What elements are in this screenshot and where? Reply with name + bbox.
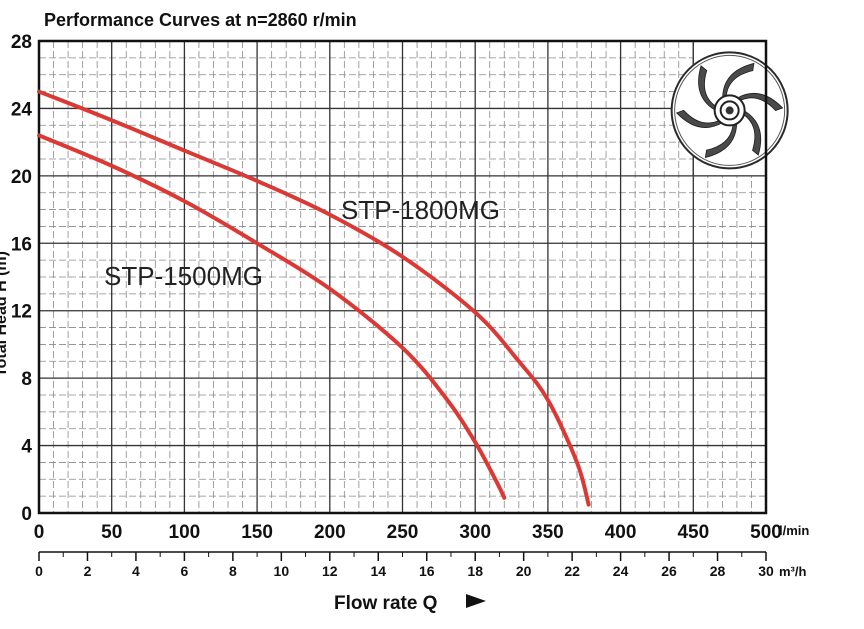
- impeller-shaft: [725, 106, 734, 115]
- x-tick-label: 0: [34, 522, 45, 543]
- x-tick-label: 250: [387, 522, 419, 543]
- y-tick-label: 20: [11, 167, 32, 188]
- x-axis-ticks: 0 50 100 150 200 250 300 350 400 450 500: [34, 522, 782, 543]
- y-tick-label: 28: [11, 32, 32, 53]
- impeller-icon: [670, 51, 789, 170]
- y-tick-label: 4: [21, 437, 32, 458]
- major-grid: [39, 41, 766, 513]
- impeller-vane: [722, 62, 755, 99]
- x2-tick-label: 10: [274, 563, 290, 579]
- x2-tick-label: 20: [516, 563, 532, 579]
- impeller-vane: [698, 65, 718, 112]
- plot-frame: [37, 39, 768, 515]
- impeller-vane: [736, 92, 784, 112]
- impeller-rim-inner: [674, 54, 786, 166]
- x-tick-label: 400: [605, 522, 637, 543]
- x-tick-label: 200: [314, 522, 346, 543]
- x2-tick-label: 30: [758, 563, 774, 579]
- x2-tick-label: 6: [181, 563, 189, 579]
- x2-tick-label: 4: [132, 563, 140, 579]
- x2-tick-label: 22: [564, 563, 580, 579]
- x2-tick-label: 0: [35, 563, 43, 579]
- x-tick-label: 450: [677, 522, 709, 543]
- x2-tick-label: 12: [322, 563, 338, 579]
- x-axis-title: Flow rate Q: [334, 593, 437, 614]
- x-tick-label: 150: [241, 522, 273, 543]
- y-tick-label: 24: [11, 99, 33, 120]
- arrow-right-icon: [466, 594, 486, 608]
- x2-tick-label: 16: [419, 563, 435, 579]
- x2-tick-label: 2: [84, 563, 92, 579]
- x-unit-label: l/min: [779, 523, 809, 538]
- x2-tick-label: 26: [661, 563, 677, 579]
- x2-unit-label: m³/h: [779, 564, 807, 579]
- y-tick-label: 12: [11, 302, 32, 323]
- y-axis-ticks: 0 4 8 12 16 20 24 28: [11, 32, 33, 525]
- impeller-vane: [741, 109, 762, 156]
- impeller-vane: [704, 122, 738, 159]
- x2-tick-label: 8: [229, 563, 237, 579]
- series-label-stp-1500mg: STP-1500MG: [104, 261, 263, 291]
- x-tick-label: 50: [101, 522, 122, 543]
- secondary-x-ticks: 0 2 4 6 8 10 12 14 16 18 20 22 24 26 28 30: [35, 563, 774, 579]
- y-axis-title: Total Head H (m): [0, 251, 10, 377]
- x2-tick-label: 24: [613, 563, 629, 579]
- series-line-stp-1500mg: [37, 133, 507, 500]
- series-lines: [37, 89, 591, 507]
- x-tick-label: 500: [750, 522, 782, 543]
- x-tick-label: 300: [459, 522, 491, 543]
- y-tick-label: 16: [11, 234, 32, 255]
- y-tick-label: 0: [21, 504, 32, 525]
- series-line-stp-1800mg: [37, 89, 591, 507]
- x2-tick-label: 28: [710, 563, 726, 579]
- x2-tick-label: 14: [370, 563, 386, 579]
- x-tick-label: 350: [532, 522, 564, 543]
- chart-title: Performance Curves at n=2860 r/min: [44, 10, 357, 30]
- secondary-x-axis: [38, 551, 767, 561]
- series-label-stp-1800mg: STP-1800MG: [341, 195, 500, 225]
- y-tick-label: 8: [21, 369, 32, 390]
- minor-grid: [39, 41, 766, 513]
- x-tick-label: 100: [169, 522, 201, 543]
- impeller-vane: [676, 109, 724, 128]
- x2-tick-label: 18: [467, 563, 483, 579]
